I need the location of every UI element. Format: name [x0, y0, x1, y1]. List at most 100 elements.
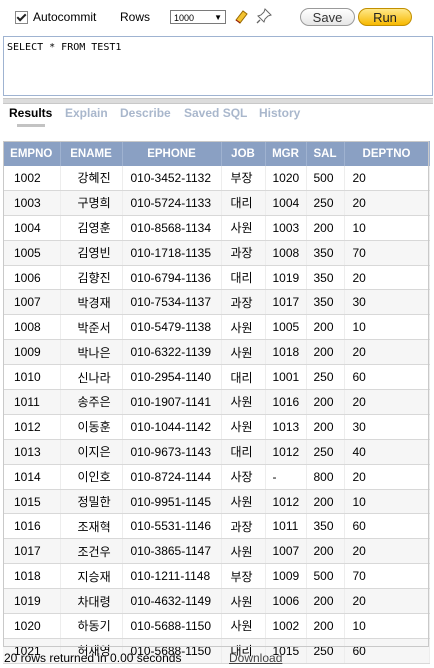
- cell-empno: 1017: [3, 538, 61, 565]
- cell-sal: 250: [306, 364, 345, 391]
- tab-history[interactable]: History: [259, 106, 301, 120]
- cell-ephone: 010-3452-1132: [122, 166, 222, 191]
- table-row: 1018 지승재 010-1211-1148 부장 1009 500 70: [3, 563, 430, 590]
- table-row: 1014 이인호 010-8724-1144 사장 -800 20: [3, 464, 430, 490]
- cell-ename: 이동훈: [60, 414, 123, 440]
- cell-ename: 박나은: [60, 339, 123, 366]
- sql-editor[interactable]: SELECT * FROM TEST1: [3, 36, 433, 96]
- cell-ename: 차대령: [60, 588, 123, 615]
- cell-job: 부장: [221, 563, 266, 590]
- cell-ephone: 010-5479-1138: [122, 314, 222, 341]
- table-row: 1007 박경재 010-7534-1137 과장 1017 350 30: [3, 289, 430, 316]
- cell-sal: 200: [306, 414, 345, 440]
- cell-deptno: 30: [344, 289, 430, 316]
- column-header-empno[interactable]: EMPNO: [3, 141, 61, 166]
- cell-ephone: 010-1211-1148: [122, 563, 222, 590]
- cell-job: 대리: [221, 439, 266, 465]
- cell-ename: 이지은: [60, 439, 123, 465]
- table-row: 1021 허재영 010-5688-1150 대리 1015 250 60: [3, 638, 430, 664]
- cell-ename: 조재혁: [60, 513, 123, 540]
- cell-ephone: 010-8724-1144: [122, 464, 222, 490]
- cell-sal: 200: [306, 588, 345, 615]
- column-header-deptno[interactable]: DEPTNO: [344, 141, 430, 166]
- results-table: EMPNO ENAME EPHONE JOB MGR SAL DEPTNO 1002 강혜진 0…: [3, 141, 430, 664]
- column-header-job[interactable]: JOB: [221, 141, 266, 166]
- cell-ename: 김영빈: [60, 240, 123, 266]
- autocommit-toggle[interactable]: Autocommit: [15, 10, 96, 24]
- cell-deptno: 40: [344, 439, 430, 465]
- cell-ephone: 010-1718-1135: [122, 240, 222, 266]
- cell-sal: 200: [306, 314, 345, 341]
- cell-deptno: 60: [344, 513, 430, 540]
- cell-sal: 250: [306, 190, 345, 216]
- download-link[interactable]: Download: [229, 651, 283, 665]
- rows-select[interactable]: 1000 ▼: [170, 10, 226, 24]
- table-row: 1013 이지은 010-9673-1143 대리 1012 250 40: [3, 439, 430, 465]
- cell-mgr: 1018: [265, 339, 307, 366]
- resize-splitter[interactable]: [3, 98, 433, 104]
- cell-ename: 김영훈: [60, 215, 123, 241]
- cell-mgr: 1017: [265, 289, 307, 316]
- cell-mgr: 1020: [265, 166, 307, 191]
- cell-deptno: 10: [344, 489, 430, 515]
- table-row: 1008 박준서 010-5479-1138 사원 1005 200 10: [3, 314, 430, 341]
- cell-ename: 지승재: [60, 563, 123, 590]
- cell-sal: 200: [306, 339, 345, 366]
- column-header-sal[interactable]: SAL: [306, 141, 345, 166]
- column-header-mgr[interactable]: MGR: [265, 141, 307, 166]
- cell-empno: 1005: [3, 240, 61, 266]
- cell-empno: 1007: [3, 289, 61, 316]
- tab-explain[interactable]: Explain: [65, 106, 108, 120]
- cell-mgr: 1009: [265, 563, 307, 590]
- cell-ephone: 010-9951-1145: [122, 489, 222, 515]
- cell-ename: 조건우: [60, 538, 123, 565]
- run-button[interactable]: Run: [358, 8, 412, 26]
- eraser-icon[interactable]: [233, 8, 249, 24]
- column-header-ephone[interactable]: EPHONE: [122, 141, 222, 166]
- cell-job: 사원: [221, 538, 266, 565]
- cell-job: 과장: [221, 289, 266, 316]
- table-row: 1010 신나라 010-2954-1140 대리 1001 250 60: [3, 364, 430, 391]
- cell-deptno: 60: [344, 638, 430, 664]
- table-row: 1015 정밀한 010-9951-1145 사원 1012 200 10: [3, 489, 430, 515]
- cell-ename: 신나라: [60, 364, 123, 391]
- cell-deptno: 60: [344, 364, 430, 391]
- cell-job: 사원: [221, 613, 266, 639]
- cell-mgr: 1015: [265, 638, 307, 664]
- cell-empno: 1004: [3, 215, 61, 241]
- save-button[interactable]: Save: [300, 8, 355, 26]
- cell-sal: 800: [306, 464, 345, 490]
- cell-deptno: 10: [344, 613, 430, 639]
- cell-ephone: 010-3865-1147: [122, 538, 222, 565]
- cell-mgr: 1007: [265, 538, 307, 565]
- cell-empno: 1021: [3, 638, 61, 664]
- cell-empno: 1003: [3, 190, 61, 216]
- tab-describe[interactable]: Describe: [120, 106, 171, 120]
- table-row: 1019 차대령 010-4632-1149 사원 1006 200 20: [3, 588, 430, 615]
- cell-deptno: 30: [344, 414, 430, 440]
- cell-deptno: 20: [344, 190, 430, 216]
- cell-deptno: 20: [344, 265, 430, 291]
- column-header-ename[interactable]: ENAME: [60, 141, 123, 166]
- pin-icon[interactable]: [256, 8, 272, 24]
- tab-results[interactable]: Results: [9, 106, 53, 120]
- autocommit-checkbox[interactable]: [15, 10, 28, 24]
- cell-job: 사원: [221, 389, 266, 415]
- cell-ephone: 010-2954-1140: [122, 364, 222, 391]
- cell-sal: 350: [306, 265, 345, 291]
- rows-label: Rows: [120, 10, 151, 24]
- cell-job: 대리: [221, 364, 266, 391]
- table-row: 1005 김영빈 010-1718-1135 과장 1008 350 70: [3, 240, 430, 266]
- cell-job: 대리: [221, 190, 266, 216]
- tab-saved-sql[interactable]: Saved SQL: [184, 106, 248, 120]
- cell-job: 부장: [221, 166, 266, 191]
- cell-empno: 1012: [3, 414, 61, 440]
- cell-deptno: 10: [344, 314, 430, 341]
- cell-ephone: 010-1907-1141: [122, 389, 222, 415]
- cell-ephone: 010-5688-1150: [122, 638, 222, 664]
- cell-empno: 1015: [3, 489, 61, 515]
- cell-job: 사원: [221, 215, 266, 241]
- cell-mgr: 1003: [265, 215, 307, 241]
- rows-select-value: 1000: [174, 13, 195, 23]
- cell-mgr: 1002: [265, 613, 307, 639]
